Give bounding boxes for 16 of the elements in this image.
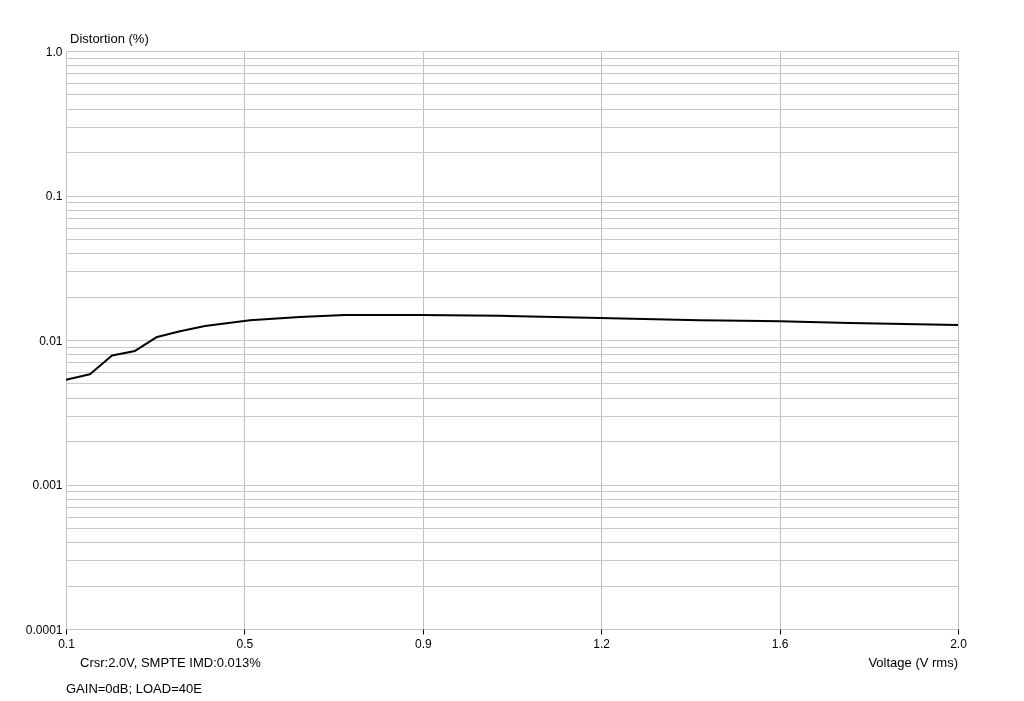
- y-tick-label: 1.0: [45, 44, 63, 59]
- y-tick-label: 0.01: [39, 333, 63, 348]
- text: Crsr:2.0V, SMPTE IMD:0.013%: [80, 655, 262, 670]
- x-tick-label: 0.5: [236, 636, 254, 651]
- line-series: [65, 313, 959, 381]
- y-tick-label: 0.1: [45, 189, 63, 203]
- text: GAIN=0dB; LOAD=40E: [66, 681, 203, 696]
- x-axis-title: Voltage (V rms): [868, 655, 958, 670]
- y-axis-title: Distortion (%): [70, 31, 149, 46]
- x-tick-label: 2.0: [950, 636, 968, 651]
- x-tick-label: 1.2: [593, 636, 611, 651]
- x-tick-label: 0.1: [58, 636, 76, 651]
- x-tick-label: 0.9: [414, 636, 432, 651]
- y-tick-label: 0.001: [32, 478, 63, 492]
- y-tick-label: 0.0001: [25, 622, 63, 637]
- x-tick-label: 1.6: [771, 636, 789, 651]
